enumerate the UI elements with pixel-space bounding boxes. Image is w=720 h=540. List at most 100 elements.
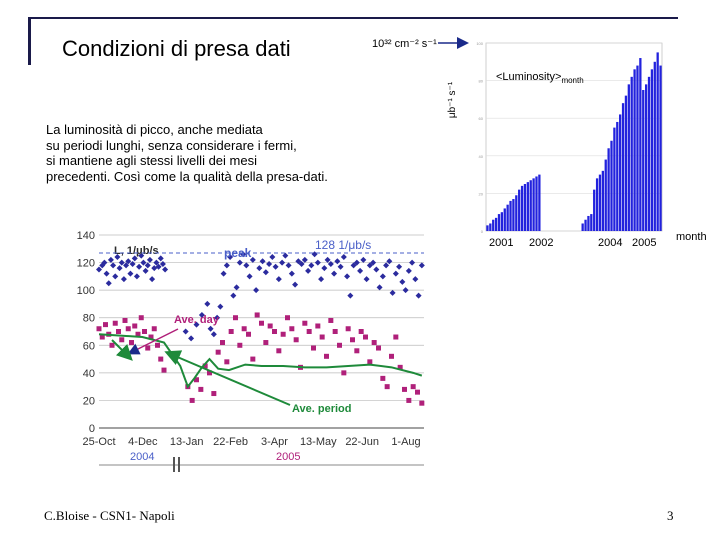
daily-average-point	[276, 348, 282, 354]
period-average-line	[98, 333, 423, 389]
daily-average-point	[135, 331, 141, 337]
max-value-label: 128 1/μb/s	[315, 238, 371, 252]
peak-points	[96, 251, 425, 342]
peak-point	[389, 289, 396, 296]
monthly-bar	[601, 170, 604, 231]
peak-point	[275, 276, 282, 283]
peak-point	[334, 258, 341, 265]
daily-average-point	[220, 340, 225, 346]
monthly-bar	[627, 84, 630, 231]
daily-x-tick: 3-Apr	[261, 436, 288, 448]
peak-point	[204, 300, 211, 307]
daily-average-point	[129, 340, 134, 346]
monthly-bar	[584, 219, 587, 231]
peak-point	[101, 259, 108, 266]
peak-point	[344, 273, 351, 280]
daily-average-point	[272, 329, 277, 334]
peak-label: peak	[224, 246, 252, 260]
peak-point	[357, 267, 364, 274]
monthly-legend-subscript: month	[561, 76, 583, 85]
peak-point	[376, 284, 383, 291]
daily-average-point	[345, 326, 351, 332]
peak-point	[144, 262, 151, 269]
peak-point	[246, 273, 253, 280]
peak-point	[370, 259, 377, 266]
monthly-bar	[636, 65, 639, 231]
ave-period-arrow	[164, 350, 291, 406]
daily-average-point	[376, 345, 381, 351]
daily-average-point	[306, 329, 312, 334]
daily-average-point	[319, 334, 325, 340]
monthly-legend: <Luminosity>month	[496, 71, 584, 85]
monthly-bar	[512, 199, 515, 231]
daily-y-tick: 20	[83, 395, 95, 407]
peak-point	[123, 262, 130, 269]
peak-point	[295, 258, 302, 265]
peak-point	[412, 276, 419, 283]
peak-point	[120, 276, 127, 283]
peak-point	[360, 256, 367, 263]
daily-average-point	[132, 323, 138, 329]
monthly-bar	[515, 195, 518, 231]
monthly-bar	[604, 159, 607, 231]
daily-y-tick: 60	[83, 340, 95, 352]
daily-average-point	[263, 340, 269, 346]
daily-average-point	[158, 356, 164, 362]
daily-y-tick: 0	[89, 423, 95, 435]
monthly-bar	[509, 200, 512, 231]
monthly-bars	[486, 52, 662, 232]
peak-point	[155, 263, 162, 270]
peak-point	[405, 267, 412, 274]
peak-point	[350, 262, 357, 269]
peak-point	[114, 254, 121, 261]
daily-average-point	[415, 389, 420, 395]
monthly-y-tick: 100	[476, 41, 483, 46]
monthly-bar	[647, 76, 651, 231]
daily-average-point	[189, 397, 195, 403]
daily-average-point	[109, 342, 115, 348]
daily-average-point	[302, 320, 308, 326]
peak-point	[366, 262, 373, 269]
monthly-x-tick-2001: 2001	[489, 237, 513, 249]
peak-point	[379, 273, 386, 280]
monthly-bar	[492, 219, 495, 231]
ave-period-label: Ave. period	[292, 403, 352, 415]
peak-point	[227, 254, 234, 261]
daily-gridlines	[99, 234, 424, 429]
monthly-bar	[520, 185, 524, 231]
peak-point	[337, 263, 344, 270]
daily-average-point	[138, 315, 144, 321]
daily-average-point	[367, 359, 373, 365]
daily-average-point	[341, 370, 347, 376]
peak-point	[301, 256, 308, 263]
daily-x-tick: 1-Aug	[391, 436, 420, 448]
peak-point	[298, 260, 305, 267]
monthly-bar	[506, 204, 509, 231]
daily-x-tick: 13-May	[300, 436, 337, 448]
daily-average-point	[311, 345, 316, 351]
daily-average-point	[389, 353, 394, 359]
peak-point	[282, 252, 289, 259]
peak-point	[285, 262, 292, 269]
peak-point	[392, 270, 399, 277]
peak-point	[214, 314, 221, 321]
page-number: 3	[667, 508, 674, 523]
monthly-bar	[644, 84, 648, 231]
peak-point	[266, 260, 273, 267]
description-line-1: La luminosità di picco, anche mediata	[46, 122, 263, 137]
daily-average-point	[112, 320, 118, 326]
peak-point	[415, 292, 422, 299]
peak-point	[125, 258, 132, 265]
peak-point	[220, 270, 227, 277]
peak-point	[223, 262, 230, 269]
monthly-bar	[613, 127, 616, 231]
monthly-bar	[593, 189, 596, 231]
daily-average-point	[358, 329, 364, 334]
daily-average-point	[371, 340, 377, 346]
peak-point	[396, 263, 403, 270]
peak-point	[305, 267, 312, 274]
daily-average-point	[406, 397, 412, 403]
daily-y-tick: 40	[83, 368, 95, 380]
footer-author: C.Bloise - CSN1- Napoli	[44, 508, 175, 523]
